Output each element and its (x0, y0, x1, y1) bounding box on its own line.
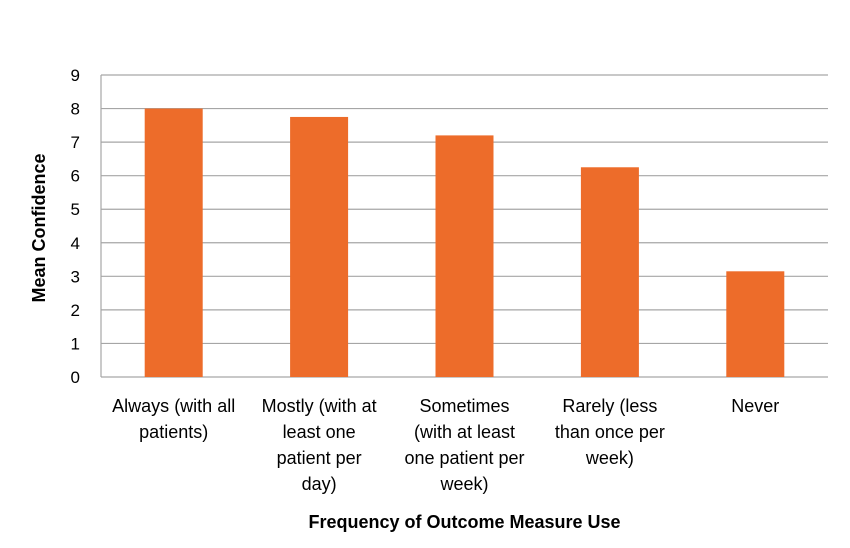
category-labels: Always (with all patients) Mostly (with at… (112, 396, 779, 494)
bar-0 (144, 108, 203, 378)
x-axis-title: Frequency of Outcome Measure Use (308, 512, 620, 532)
y-tick-label: 5 (71, 200, 80, 219)
y-tick-label: 6 (71, 167, 80, 186)
category-label: Always (with all patients) (112, 396, 235, 442)
y-tick-labels: 0 1 2 3 4 5 6 7 8 9 (71, 66, 80, 387)
y-tick-label: 0 (71, 368, 80, 387)
category-label: Never (731, 396, 779, 416)
y-tick-label: 3 (71, 267, 80, 286)
category-label: Rarely (less than once per week) (555, 396, 665, 468)
y-tick-label: 8 (71, 100, 80, 119)
category-label: Mostly (with at least one patient per day) (262, 396, 377, 494)
y-tick-label: 1 (71, 334, 80, 353)
y-tick-label: 7 (71, 133, 80, 152)
bar-2 (435, 135, 494, 377)
bar-3 (580, 167, 639, 377)
bar-4 (726, 271, 785, 377)
bars (144, 108, 785, 378)
y-tick-label: 4 (71, 234, 80, 253)
y-tick-label: 2 (71, 301, 80, 320)
y-axis-title: Mean Confidence (29, 153, 49, 302)
bar-1 (290, 116, 349, 377)
y-tick-label: 9 (71, 66, 80, 85)
category-label: Sometimes (with at least one patient per we… (404, 396, 524, 494)
